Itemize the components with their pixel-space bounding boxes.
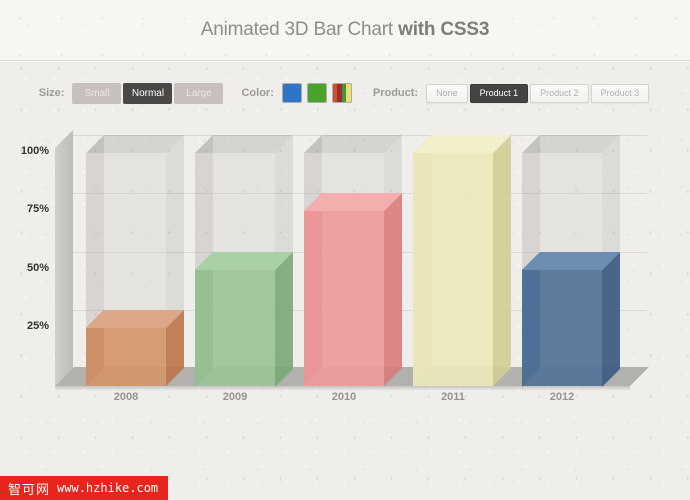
size-button-small[interactable]: Small	[72, 82, 122, 104]
size-button-normal[interactable]: Normal	[123, 82, 173, 104]
color-swatch-green[interactable]	[306, 83, 327, 103]
color-label: Color:	[241, 87, 274, 99]
swatch-stripe	[346, 84, 351, 102]
bar-2011-front-face	[413, 153, 493, 386]
page-title-bold: with CSS3	[398, 19, 490, 40]
page-title: Animated 3D Bar Chart with CSS3	[0, 0, 690, 60]
y-axis-label-50: 50%	[26, 261, 49, 274]
controls-bar: Size: Small Normal Large Color: Product: N…	[0, 82, 690, 104]
color-swatch-multicolor[interactable]	[331, 83, 352, 103]
bar-2012-front-face	[522, 269, 602, 386]
page-title-regular: Animated 3D Bar Chart	[200, 19, 394, 40]
size-button-group: Small Normal Large	[72, 82, 225, 104]
chart-left-wall	[55, 130, 73, 386]
chart-floor-shadow	[55, 386, 630, 391]
bar-chart-3d: 100% 75% 50% 25% 2008 2009 2010 2011 2012	[21, 120, 667, 412]
x-axis-label-2010: 2010	[331, 391, 357, 403]
product-label: Product:	[372, 87, 419, 99]
size-label: Size:	[38, 87, 65, 99]
swatch-stripe	[341, 84, 347, 102]
header: Animated 3D Bar Chart with CSS3	[0, 0, 690, 61]
swatch-stripe	[332, 84, 338, 102]
product-button-product-1[interactable]: Product 1	[469, 83, 529, 103]
size-button-large[interactable]: Large	[174, 82, 224, 104]
x-axis-label-2008: 2008	[113, 391, 139, 403]
product-button-none[interactable]: None	[426, 83, 468, 103]
y-axis-label-75: 75%	[26, 203, 49, 216]
product-button-product-3[interactable]: Product 3	[590, 83, 650, 103]
watermark-banner[interactable]: 智可网 www.hzhike.com	[0, 476, 169, 500]
bar-2010-right-face	[384, 193, 402, 386]
color-swatch-group	[281, 83, 357, 103]
product-button-group: None Product 1 Product 2 Product 3	[426, 83, 651, 103]
swatch-stripe	[282, 84, 301, 102]
bar-2012-right-face	[602, 251, 620, 386]
y-axis-label-100: 100%	[20, 145, 49, 157]
x-axis-label-2011: 2011	[441, 391, 465, 403]
bar-2008-front-face	[86, 327, 166, 386]
bar-2009-right-face	[275, 251, 293, 386]
product-button-product-2[interactable]: Product 2	[530, 83, 589, 103]
x-axis-label-2012: 2012	[549, 391, 575, 403]
watermark-url: www.hzhike.com	[57, 481, 159, 495]
bar-2009-front-face	[195, 269, 275, 386]
swatch-stripe	[307, 84, 326, 102]
watermark-site-name: 智可网	[8, 481, 51, 497]
color-swatch-blue[interactable]	[281, 83, 302, 103]
y-axis-label-25: 25%	[26, 319, 49, 332]
x-axis-label-2009: 2009	[222, 391, 248, 403]
swatch-stripe	[337, 84, 342, 102]
bar-2011-right-face	[493, 135, 511, 386]
bar-2010-front-face	[304, 211, 384, 386]
gridline-100	[73, 135, 647, 136]
